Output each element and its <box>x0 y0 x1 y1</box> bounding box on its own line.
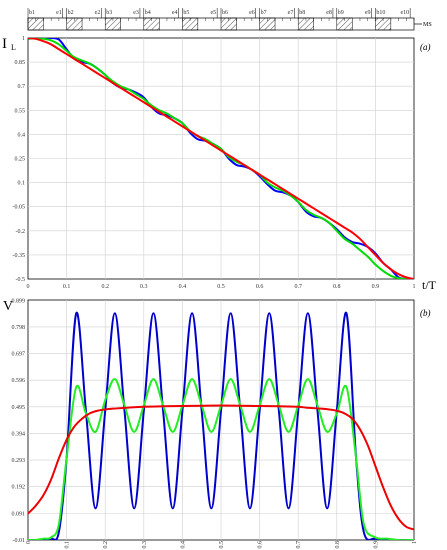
panel-a-ylabel-sub: L <box>11 43 16 52</box>
ms-boundary-label: b3 <box>106 10 112 16</box>
x-tick-label: 0.7 <box>294 284 302 290</box>
panel-a-xlabel: t/T <box>422 278 437 292</box>
panel-a: 1 0.85 0.7 0.55 0.4 0.25 0.1 -0.05 -0.2 -0.35 -0.5… <box>2 36 437 292</box>
ms-segments <box>27 17 415 31</box>
ms-boundary-label: e2 <box>95 10 101 16</box>
y-tick-label: 0.85 <box>15 60 26 66</box>
ms-boundary-label: e6 <box>249 10 255 16</box>
panel-a-y-ticks: 1 0.85 0.7 0.55 0.4 0.25 0.1 -0.05 -0.2 -0.35 -0.5 <box>13 36 26 283</box>
y-tick-label: 0.1 <box>18 181 26 187</box>
ms-label: MS <box>423 22 432 28</box>
y-tick-label: 0.596 <box>12 378 26 384</box>
y-tick-label: 0.394 <box>12 431 26 437</box>
ms-strip: b1 e1 b2 e2 b3 e3 b4 e4 b5 e5 b6 e6 b7 e7 b8 e8 b9 e9 b10 e… <box>27 8 432 31</box>
y-tick-label: 0.798 <box>12 325 26 331</box>
x-tick-label: 0.8 <box>335 541 341 549</box>
x-tick-label: 0.7 <box>296 541 302 549</box>
series-line-3 <box>28 404 414 531</box>
panel-b-y-ticks: 0.899 0.798 0.697 0.596 0.495 0.394 0.293 0.192… <box>12 298 26 544</box>
x-tick-label: 0.1 <box>63 284 71 290</box>
ms-boundary-label: b10 <box>376 10 385 16</box>
ms-boundary-label: b9 <box>338 10 344 16</box>
ms-boundary-label: b6 <box>222 10 228 16</box>
panel-a-ylabel: I <box>2 36 7 52</box>
ms-boundary-label: e9 <box>365 10 371 16</box>
series-line-2 <box>28 38 414 279</box>
x-tick-label: 0.5 <box>217 284 225 290</box>
panel-a-series <box>28 38 414 279</box>
panel-b-series <box>28 311 414 540</box>
x-tick-label: 0.9 <box>373 541 379 549</box>
ms-boundary-label: e7 <box>288 10 294 16</box>
y-tick-label: 0.25 <box>15 157 26 163</box>
x-tick-label: 0.6 <box>258 541 264 549</box>
y-tick-label: -0.01 <box>13 538 26 544</box>
ms-boundary-label: b8 <box>299 10 305 16</box>
x-tick-label: 0.1 <box>65 541 71 549</box>
y-tick-label: -0.2 <box>16 229 26 235</box>
ms-boundary-label: b5 <box>183 10 189 16</box>
y-tick-label: 0.091 <box>12 511 26 517</box>
y-tick-label: 0.192 <box>12 485 26 491</box>
ms-boundary-label: b4 <box>145 10 151 16</box>
x-tick-label: 0.9 <box>372 284 380 290</box>
y-tick-label: 0.697 <box>12 352 26 358</box>
x-tick-label: 0.5 <box>219 541 225 549</box>
ms-boundary-label: e10 <box>400 10 409 16</box>
y-tick-label: 0.899 <box>12 298 26 304</box>
panel-b-x-ticks: 0 0.1 0.2 0.3 0.4 0.5 0.6 0.7 0.8 0.9 1 <box>26 541 418 549</box>
panel-b: 0.899 0.798 0.697 0.596 0.495 0.394 0.293 0.192… <box>3 298 431 548</box>
y-tick-label: -0.05 <box>13 205 26 211</box>
x-tick-label: 0.4 <box>179 284 187 290</box>
ms-labels: b1 e1 b2 e2 b3 e3 b4 e4 b5 e5 b6 e6 b7 e7 b8 e8 b9 e9 b10 e… <box>27 8 411 18</box>
x-tick-label: 1 <box>413 284 416 290</box>
ms-boundary-label: e8 <box>326 10 332 16</box>
ms-boundary-label: b1 <box>29 10 35 16</box>
panel-a-label: (a) <box>420 42 431 52</box>
x-tick-label: 0 <box>27 284 30 290</box>
x-tick-label: 0.6 <box>256 284 264 290</box>
ms-boundary-label: b2 <box>68 10 74 16</box>
x-tick-label: 0.4 <box>180 541 186 549</box>
x-tick-label: 1 <box>412 541 418 544</box>
ms-boundary-label: e5 <box>210 10 216 16</box>
ms-boundary-label: e1 <box>56 10 62 16</box>
y-tick-label: 0.4 <box>18 132 26 138</box>
x-tick-label: 0.2 <box>101 284 109 290</box>
y-tick-label: -0.5 <box>16 277 26 283</box>
series-line-1 <box>28 311 414 540</box>
series-line-2 <box>28 378 414 540</box>
x-tick-label: 0 <box>26 541 32 544</box>
panel-b-label: (b) <box>420 308 431 318</box>
series-line-3 <box>28 38 414 279</box>
y-tick-label: 0.55 <box>15 108 26 114</box>
y-tick-label: 0.7 <box>18 84 26 90</box>
y-tick-label: -0.35 <box>13 253 26 259</box>
ms-boundary-label: b7 <box>261 10 267 16</box>
ms-boundary-label: e4 <box>172 10 178 16</box>
y-tick-label: 0.293 <box>12 458 26 464</box>
x-tick-label: 0.3 <box>140 284 148 290</box>
y-tick-label: 0.495 <box>12 405 26 411</box>
panel-a-x-ticks: 0 0.1 0.2 0.3 0.4 0.5 0.6 0.7 0.8 0.9 1 <box>27 284 416 290</box>
x-tick-label: 0.2 <box>103 541 109 549</box>
x-tick-label: 0.8 <box>333 284 341 290</box>
panel-b-ylabel: V <box>3 299 13 314</box>
y-tick-label: 1 <box>22 36 25 42</box>
ms-boundary-label: e3 <box>133 10 139 16</box>
x-tick-label: 0.3 <box>142 541 148 549</box>
